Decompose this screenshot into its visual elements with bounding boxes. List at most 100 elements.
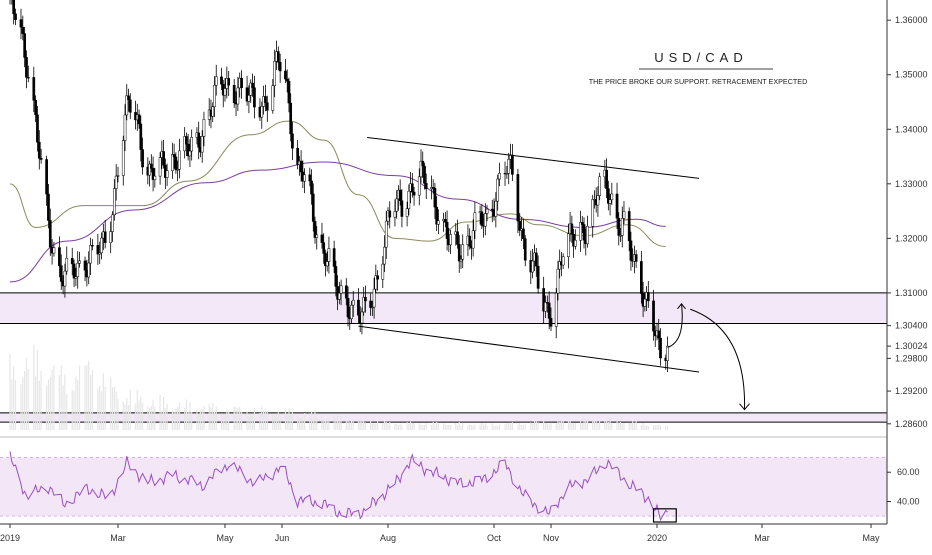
candle-body-down xyxy=(346,297,350,318)
candle-body-up xyxy=(554,292,558,327)
candle-body-up xyxy=(236,87,240,105)
candle-body-down xyxy=(32,77,36,101)
volume-bar xyxy=(618,422,620,430)
volume-bar xyxy=(349,422,351,430)
volume-bar xyxy=(444,424,446,430)
volume-bar xyxy=(537,422,539,430)
candle-body-up xyxy=(371,306,374,309)
candle-body-down xyxy=(580,222,584,225)
volume-bar xyxy=(300,417,302,430)
volume-bar xyxy=(430,425,433,430)
volume-bar xyxy=(437,423,439,430)
volume-bar xyxy=(504,424,506,430)
volume-bar xyxy=(62,385,64,430)
candle-body-up xyxy=(407,190,411,209)
volume-bar xyxy=(22,377,24,430)
volume-bar xyxy=(423,425,426,430)
volume-bar xyxy=(11,379,13,430)
candle-body-down xyxy=(34,99,37,116)
candle-body-down xyxy=(443,219,447,223)
volume-bar xyxy=(310,411,313,430)
candle-body-down xyxy=(58,247,61,266)
volume-bar xyxy=(460,425,462,430)
volume-bar xyxy=(104,386,106,430)
volume-bar xyxy=(140,396,142,430)
candle-body-up xyxy=(158,157,162,177)
candle-body-down xyxy=(162,151,165,166)
candle-body-down xyxy=(322,242,326,254)
volume-bar xyxy=(215,406,217,430)
candle-body-down xyxy=(606,188,610,204)
candle-body-up xyxy=(417,176,421,196)
volume-bar xyxy=(659,425,662,430)
volume-bar xyxy=(347,420,349,430)
volume-bar xyxy=(89,375,92,430)
arrow-down-path xyxy=(690,308,746,410)
candle-body-down xyxy=(14,13,17,20)
volume-bar xyxy=(199,410,202,430)
volume-bar xyxy=(632,421,634,430)
volume-bar xyxy=(24,371,26,430)
candle-body-up xyxy=(98,252,102,255)
candle-body-up xyxy=(153,175,157,180)
candle-body-up xyxy=(89,245,92,264)
volume-bar xyxy=(411,422,413,430)
candle-body-down xyxy=(547,302,551,319)
volume-bar xyxy=(569,421,571,430)
arrow-down-head xyxy=(739,403,750,411)
time-tick-label: Jun xyxy=(275,533,290,543)
volume-bar xyxy=(148,407,151,430)
candle-body-up xyxy=(393,211,397,218)
volume-bar xyxy=(491,423,493,430)
volume-bar xyxy=(585,421,587,430)
volume-bar xyxy=(110,376,112,430)
volume-bar xyxy=(203,406,205,430)
volume-bar xyxy=(350,420,353,430)
candle-body-down xyxy=(456,231,459,245)
volume-bar xyxy=(333,415,335,430)
volume-bar xyxy=(583,417,585,430)
volume-bar xyxy=(409,421,412,430)
candle-body-down xyxy=(59,265,63,282)
moving-average-line-1 xyxy=(9,120,666,248)
candle-body-up xyxy=(591,199,595,227)
volume-bar xyxy=(519,423,521,430)
volume-bar xyxy=(422,425,424,430)
volume-bar xyxy=(550,422,552,430)
candle-body-up xyxy=(619,235,622,237)
candle-body-up xyxy=(273,60,276,86)
volume-bar xyxy=(432,421,434,430)
candle-body-up xyxy=(473,212,477,231)
candle-body-up xyxy=(596,195,600,206)
candle-body-up xyxy=(494,200,498,217)
volume-bar xyxy=(352,420,354,430)
candle-body-up xyxy=(303,174,306,182)
volume-bar xyxy=(102,373,104,430)
volume-bar xyxy=(481,423,483,430)
candle-body-up xyxy=(608,199,612,204)
volume-bar xyxy=(237,408,239,430)
volume-bar xyxy=(291,412,294,430)
volume-bar xyxy=(455,423,457,430)
candle-body-down xyxy=(615,193,619,219)
candle-body-up xyxy=(350,304,353,320)
candle-body-down xyxy=(431,187,435,189)
candle-body-up xyxy=(374,275,378,290)
candle-body-up xyxy=(247,95,251,102)
candle-body-down xyxy=(412,191,416,196)
time-tick-label: Mar xyxy=(110,533,126,543)
candle-body-up xyxy=(384,220,388,248)
candle-body-down xyxy=(265,102,269,111)
candle-body-down xyxy=(582,224,586,241)
candle-body-up xyxy=(111,214,114,232)
candle-body-down xyxy=(400,200,404,217)
volume-bar xyxy=(425,423,427,430)
candle-body-up xyxy=(579,222,582,241)
candle-body-down xyxy=(278,61,282,72)
volume-bar xyxy=(196,409,198,430)
volume-bar xyxy=(446,425,448,430)
volume-bar xyxy=(233,406,235,430)
candle-body-up xyxy=(121,140,125,176)
candle-body-down xyxy=(424,183,428,190)
